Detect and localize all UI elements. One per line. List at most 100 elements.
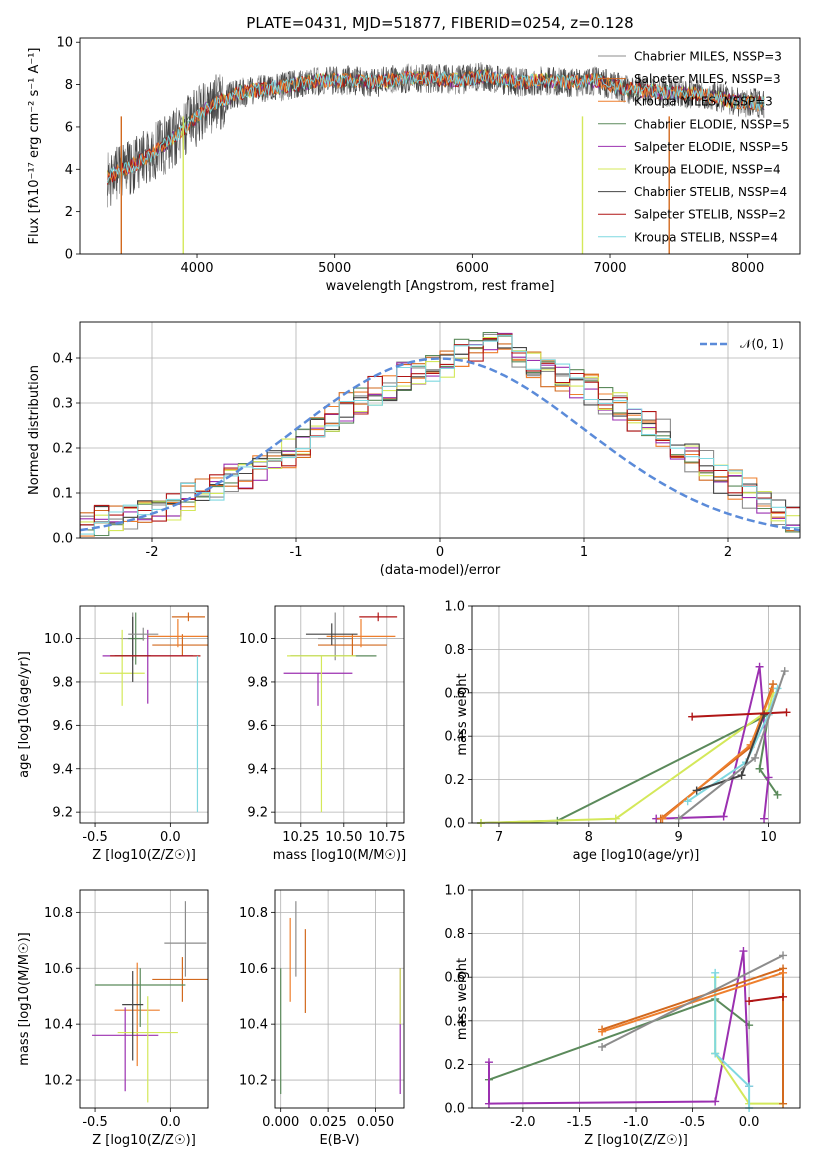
weight-marker bbox=[658, 814, 667, 823]
weight-marker bbox=[737, 771, 746, 780]
x-tick-label: 0.0 bbox=[739, 1115, 760, 1130]
x-tick-label: 6000 bbox=[456, 261, 489, 276]
y-tick-label: 0.2 bbox=[444, 773, 465, 788]
axes-frame bbox=[79, 321, 801, 539]
y-tick-label: 9.6 bbox=[52, 719, 73, 734]
panel-4: 10.25 10.50 10.75 9.2 9.4 9.6 9.8 10.0 mass [log… bbox=[239, 605, 406, 863]
legend-label: Chabrier ELODIE, NSSP=5 bbox=[634, 117, 790, 131]
weight-marker bbox=[755, 662, 764, 671]
figure-title: PLATE=0431, MJD=51877, FIBERID=0254, z=0… bbox=[246, 14, 633, 32]
x-tick-label: 0.0 bbox=[160, 830, 181, 845]
y-tick-label: 0.2 bbox=[444, 1058, 465, 1073]
y-tick-label: 9.4 bbox=[247, 762, 268, 777]
x-tick-label: 8000 bbox=[731, 261, 764, 276]
weight-marker bbox=[764, 773, 773, 782]
weight-line bbox=[480, 712, 779, 823]
weight-marker bbox=[760, 814, 769, 823]
weight-marker bbox=[779, 968, 788, 977]
weight-marker bbox=[779, 992, 788, 1001]
weight-marker bbox=[739, 947, 748, 956]
weight-marker bbox=[719, 812, 728, 821]
y-tick-label: 10.2 bbox=[239, 1074, 268, 1089]
panel-5: 7 8 9 10 0.0 0.2 0.4 0.6 0.8 1.0 age [log10(age/yr… bbox=[444, 600, 801, 863]
y-tick-label: 9.4 bbox=[52, 762, 73, 777]
weight-line bbox=[488, 950, 751, 1105]
x-axis-label: mass [log10(M/M☉)] bbox=[273, 848, 406, 863]
y-axis-label: mass [log10(M/M☉)] bbox=[17, 932, 32, 1065]
y-tick-label: 10.8 bbox=[44, 906, 73, 921]
axes-frame bbox=[274, 889, 405, 1109]
panel-2: -2 -1 0 1 2 0.0 0.1 0.2 0.3 0.4 (data-model)/error… bbox=[27, 321, 801, 578]
y-tick-label: 0.4 bbox=[52, 352, 73, 367]
weight-line bbox=[601, 954, 784, 1048]
x-tick-label: 2 bbox=[724, 545, 732, 560]
weight-marker bbox=[683, 797, 692, 806]
x-tick-label: -0.5 bbox=[82, 830, 107, 845]
x-tick-label: 0.0 bbox=[160, 1115, 181, 1130]
legend-label: Salpeter ELODIE, NSSP=5 bbox=[634, 140, 789, 154]
x-tick-label: -2.0 bbox=[510, 1115, 535, 1130]
weight-marker bbox=[751, 753, 760, 762]
y-tick-label: 1.0 bbox=[444, 600, 465, 615]
y-tick-label: 6 bbox=[65, 120, 73, 135]
x-tick-label: 10.50 bbox=[325, 830, 362, 845]
weight-marker bbox=[484, 1099, 493, 1108]
normal-curve bbox=[79, 357, 801, 532]
weight-line bbox=[748, 995, 784, 1003]
y-tick-label: 8 bbox=[65, 78, 73, 93]
x-tick-label: -0.5 bbox=[680, 1115, 705, 1130]
weight-line bbox=[480, 692, 774, 823]
y-tick-label: 2 bbox=[65, 205, 73, 220]
x-tick-label: 10 bbox=[760, 830, 777, 845]
legend-label: 𝒩(0, 1) bbox=[740, 337, 784, 351]
y-tick-label: 0.0 bbox=[52, 532, 73, 547]
x-tick-label: 9 bbox=[675, 830, 683, 845]
x-axis-label: Z [log10(Z/Z☉)] bbox=[92, 848, 196, 863]
y-tick-label: 0.3 bbox=[52, 397, 73, 412]
weight-marker bbox=[611, 814, 620, 823]
weight-marker bbox=[780, 667, 789, 676]
y-tick-label: 10.2 bbox=[44, 1074, 73, 1089]
weight-marker bbox=[674, 814, 683, 823]
x-tick-label: 0.025 bbox=[310, 1115, 347, 1130]
legend-label: Kroupa STELIB, NSSP=4 bbox=[634, 230, 778, 244]
y-tick-label: 0.8 bbox=[444, 927, 465, 942]
weight-marker bbox=[773, 790, 782, 799]
axes-frame bbox=[471, 605, 801, 824]
panel-6: -0.5 0.0 10.2 10.4 10.6 10.8 Z [log10(Z/Z☉)] ma… bbox=[17, 889, 209, 1148]
y-tick-label: 0.2 bbox=[52, 442, 73, 457]
y-tick-label: 4 bbox=[65, 163, 73, 178]
x-tick-label: 7000 bbox=[593, 261, 626, 276]
y-tick-label: 0.1 bbox=[52, 487, 73, 502]
y-tick-label: 10.6 bbox=[44, 962, 73, 977]
axes-frame bbox=[79, 37, 801, 255]
y-tick-label: 0.4 bbox=[444, 730, 465, 745]
x-axis-label: (data-model)/error bbox=[380, 563, 501, 578]
y-tick-label: 10.4 bbox=[239, 1018, 268, 1033]
panel-7: 0.000 0.025 0.050 10.2 10.4 10.6 10.8 E(B-V) bbox=[239, 889, 405, 1148]
weight-marker bbox=[755, 764, 764, 773]
x-tick-label: 0.050 bbox=[357, 1115, 394, 1130]
x-axis-label: wavelength [Angstrom, rest frame] bbox=[326, 279, 555, 294]
x-axis-label: E(B-V) bbox=[319, 1133, 359, 1148]
y-tick-label: 9.8 bbox=[52, 675, 73, 690]
weight-marker bbox=[598, 1027, 607, 1036]
y-tick-label: 10.0 bbox=[239, 632, 268, 647]
y-tick-label: 0.0 bbox=[444, 1102, 465, 1117]
y-tick-label: 10 bbox=[56, 36, 73, 51]
x-tick-label: 10.25 bbox=[282, 830, 319, 845]
x-tick-label: -1.0 bbox=[623, 1115, 648, 1130]
weight-marker bbox=[711, 968, 720, 977]
y-tick-label: 9.8 bbox=[247, 675, 268, 690]
y-tick-label: 0 bbox=[65, 248, 73, 263]
y-tick-label: 0.4 bbox=[444, 1014, 465, 1029]
y-tick-label: 0.0 bbox=[444, 817, 465, 832]
x-tick-label: 0.000 bbox=[262, 1115, 299, 1130]
x-tick-label: 7 bbox=[495, 830, 503, 845]
y-tick-label: 10.6 bbox=[239, 962, 268, 977]
weight-marker bbox=[779, 951, 788, 960]
x-tick-label: -2 bbox=[146, 545, 159, 560]
y-tick-label: 9.6 bbox=[247, 719, 268, 734]
weight-marker bbox=[779, 1099, 788, 1108]
